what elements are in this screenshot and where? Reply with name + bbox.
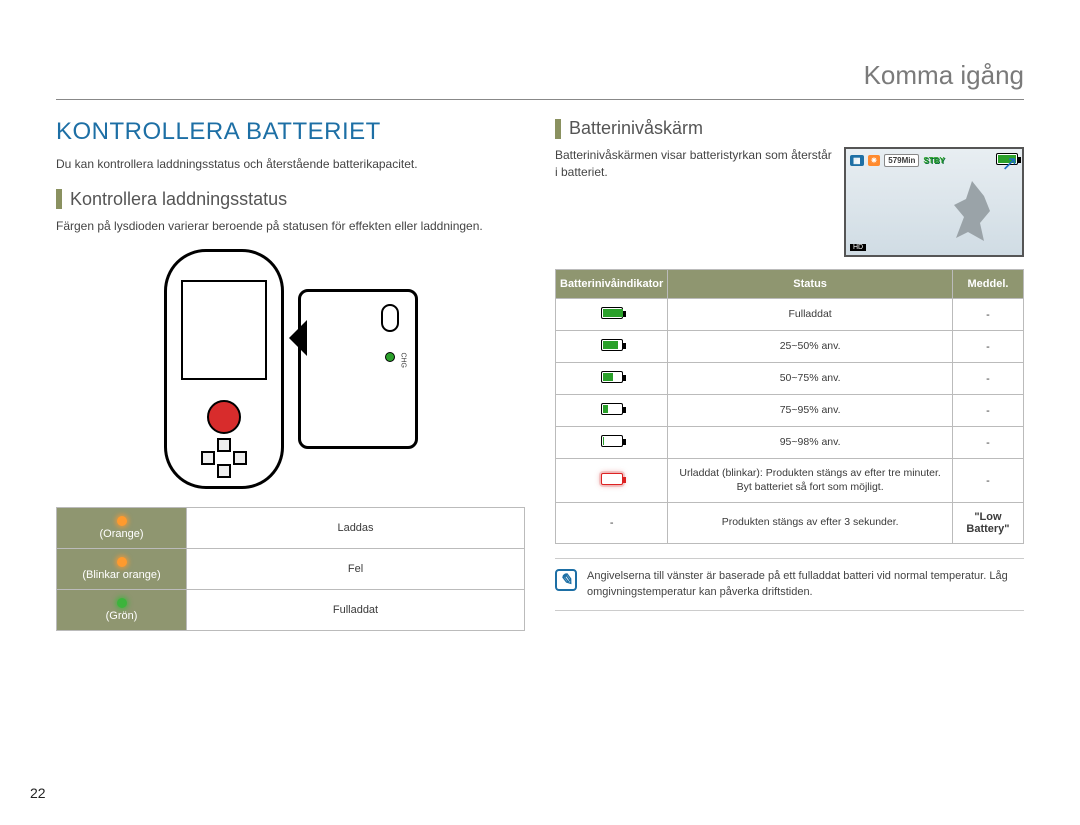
led-label-cell: (Orange): [57, 507, 187, 548]
battery-level-icon: [601, 371, 623, 383]
table-row: 25~50% anv.-: [556, 331, 1024, 363]
battery-level-icon: [601, 435, 623, 447]
message-cell: -: [952, 459, 1023, 503]
chg-label: CHG: [400, 352, 407, 368]
mode-icon: ✷: [868, 155, 881, 166]
led-status-cell: Laddas: [187, 507, 525, 548]
sub-heading-charging: Kontrollera laddningsstatus: [56, 189, 525, 210]
table-row: Urladdat (blinkar): Produkten stängs av …: [556, 459, 1024, 503]
heading-bar-icon: [56, 189, 62, 209]
led-label-text: (Orange): [99, 528, 143, 540]
charge-led-icon: [385, 352, 395, 362]
led-label-text: (Grön): [106, 610, 138, 622]
zoom-callout: CHG: [298, 289, 418, 449]
indicator-cell: [556, 427, 668, 459]
table-header: Status: [668, 270, 953, 299]
page-title: KONTROLLERA BATTERIET: [56, 118, 525, 146]
rec-icon: ▦: [850, 155, 864, 166]
sub-heading-label: Kontrollera laddningsstatus: [70, 189, 287, 210]
note-icon: ✎: [555, 569, 577, 591]
indicator-cell: -: [556, 503, 668, 544]
led-dot-icon: [117, 598, 127, 608]
indicator-cell: [556, 459, 668, 503]
chapter-title: Komma igång: [56, 60, 1024, 100]
status-cell: 50~75% anv.: [668, 363, 953, 395]
message-cell: -: [952, 299, 1023, 331]
message-cell: -: [952, 395, 1023, 427]
record-button-icon: [207, 400, 241, 434]
right-column: Batterinivåskärm ▦ ✷ 579Min STBY ↗ HD Ba…: [555, 118, 1024, 631]
battery-level-icon: [601, 473, 623, 485]
device-outline: [164, 249, 284, 489]
table-row: 75~95% anv.-: [556, 395, 1024, 427]
message-cell: -: [952, 427, 1023, 459]
indicator-cell: [556, 363, 668, 395]
led-dot-icon: [117, 516, 127, 526]
message-cell: -: [952, 363, 1023, 395]
status-cell: Urladdat (blinkar): Produkten stängs av …: [668, 459, 953, 503]
page-number: 22: [30, 785, 46, 801]
led-status-table: (Orange) Laddas (Blinkar orange) Fel (Grön) F…: [56, 507, 525, 631]
dpad-icon: [201, 442, 247, 474]
table-row: (Orange) Laddas: [57, 507, 525, 548]
table-row: 50~75% anv.-: [556, 363, 1024, 395]
table-row: 95~98% anv.-: [556, 427, 1024, 459]
table-row: (Blinkar orange) Fel: [57, 548, 525, 589]
status-cell: 95~98% anv.: [668, 427, 953, 459]
message-cell: "Low Battery": [952, 503, 1023, 544]
device-illustration: CHG: [56, 249, 525, 489]
battery-level-table: BatterinivåindikatorStatusMeddel. Fullad…: [555, 269, 1024, 544]
led-status-cell: Fulladdat: [187, 589, 525, 630]
table-row: (Grön) Fulladdat: [57, 589, 525, 630]
status-cell: 75~95% anv.: [668, 395, 953, 427]
led-label-text: (Blinkar orange): [82, 569, 160, 581]
screen-preview: ▦ ✷ 579Min STBY ↗ HD: [844, 147, 1024, 257]
sub-heading-label: Batterinivåskärm: [569, 118, 703, 139]
device-screen: [181, 280, 267, 380]
status-cell: 25~50% anv.: [668, 331, 953, 363]
sub-heading-battery-screen: Batterinivåskärm: [555, 118, 1024, 139]
intro-text: Du kan kontrollera laddningsstatus och å…: [56, 156, 525, 173]
indicator-cell: [556, 299, 668, 331]
skater-silhouette-icon: [952, 181, 992, 241]
indicator-cell: [556, 395, 668, 427]
power-button-icon: [381, 304, 399, 332]
table-row: -Produkten stängs av efter 3 sekunder."L…: [556, 503, 1024, 544]
note-row: ✎ Angivelserna till vänster är baserade …: [555, 558, 1024, 611]
status-cell: Fulladdat: [668, 299, 953, 331]
battery-level-icon: [601, 307, 623, 319]
hd-badge: HD: [850, 244, 866, 251]
left-column: KONTROLLERA BATTERIET Du kan kontrollera…: [56, 118, 525, 631]
charging-body: Färgen på lysdioden varierar beroende på…: [56, 218, 525, 235]
table-header: Batterinivåindikator: [556, 270, 668, 299]
heading-bar-icon: [555, 119, 561, 139]
note-text: Angivelserna till vänster är baserade på…: [587, 569, 1024, 600]
led-label-cell: (Grön): [57, 589, 187, 630]
status-cell: Produkten stängs av efter 3 sekunder.: [668, 503, 953, 544]
led-dot-icon: [117, 557, 127, 567]
led-label-cell: (Blinkar orange): [57, 548, 187, 589]
time-chip: 579Min: [884, 154, 919, 167]
indicator-cell: [556, 331, 668, 363]
table-header: Meddel.: [952, 270, 1023, 299]
stby-label: STBY: [923, 156, 944, 165]
message-cell: -: [952, 331, 1023, 363]
led-status-cell: Fel: [187, 548, 525, 589]
battery-level-icon: [601, 403, 623, 415]
table-row: Fulladdat-: [556, 299, 1024, 331]
battery-level-icon: [601, 339, 623, 351]
arrow-icon: ↗: [1001, 151, 1018, 176]
